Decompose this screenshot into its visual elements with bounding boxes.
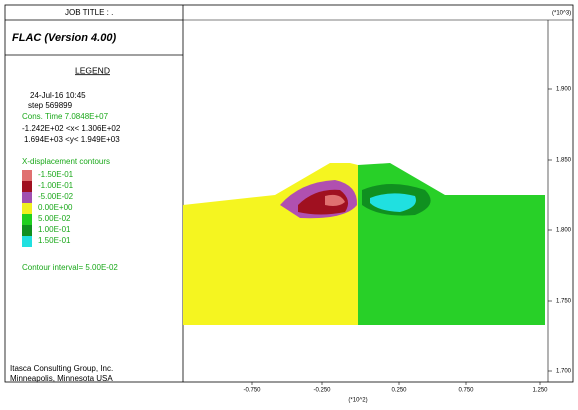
y-tick-label: 1.800 [556,228,572,234]
frame [4,4,574,383]
step: step 569899 [28,101,73,110]
swatch [22,203,32,214]
program: FLAC (Version 4.00) [12,32,116,44]
legend-swatches [22,170,32,247]
zone-cyan [370,193,416,212]
job-title: JOB TITLE : . [65,8,113,17]
y-tick-label: 1.850 [556,158,572,164]
x-tick-label: 0.750 [458,388,474,394]
company: Itasca Consulting Group, Inc. [10,364,113,373]
y-range: 1.694E+03 <y< 1.949E+03 [24,135,120,144]
x-scale: (*10^2) [348,398,367,404]
y-scale: (*10^3) [552,11,571,17]
level: 5.00E-02 [38,214,71,223]
x-tick-label: 1.250 [532,388,548,394]
x-range: -1.242E+02 <x< 1.306E+02 [22,124,121,133]
swatch [22,214,32,225]
level: -5.00E-02 [38,192,74,201]
swatch [22,236,32,247]
level: -1.00E-01 [38,181,74,190]
interval: Contour interval= 5.00E-02 [22,263,118,272]
y-tick-label: 1.750 [556,299,572,305]
x-tick-label: -0.250 [313,388,331,394]
level: -1.50E-01 [38,170,74,179]
cons-time: Cons. Time 7.0848E+07 [22,112,109,121]
location: Minneapolis, Minnesota USA [10,374,113,383]
legend-title: LEGEND [75,65,110,75]
x-tick-label: 0.250 [391,388,407,394]
zone-pink [325,194,345,206]
ticks [251,88,552,385]
y-tick-label: 1.700 [556,369,572,375]
contour-title: X-displacement contours [22,157,110,166]
swatch [22,170,32,181]
swatch [22,181,32,192]
level: 0.00E+00 [38,203,73,212]
swatch [22,225,32,236]
y-tick-label: 1.900 [556,87,572,93]
contour-field [183,163,545,325]
x-tick-label: -0.750 [243,388,261,394]
level: 1.00E-01 [38,225,71,234]
level: 1.50E-01 [38,236,71,245]
date: 24-Jul-16 10:45 [30,91,86,100]
swatch [22,192,32,203]
